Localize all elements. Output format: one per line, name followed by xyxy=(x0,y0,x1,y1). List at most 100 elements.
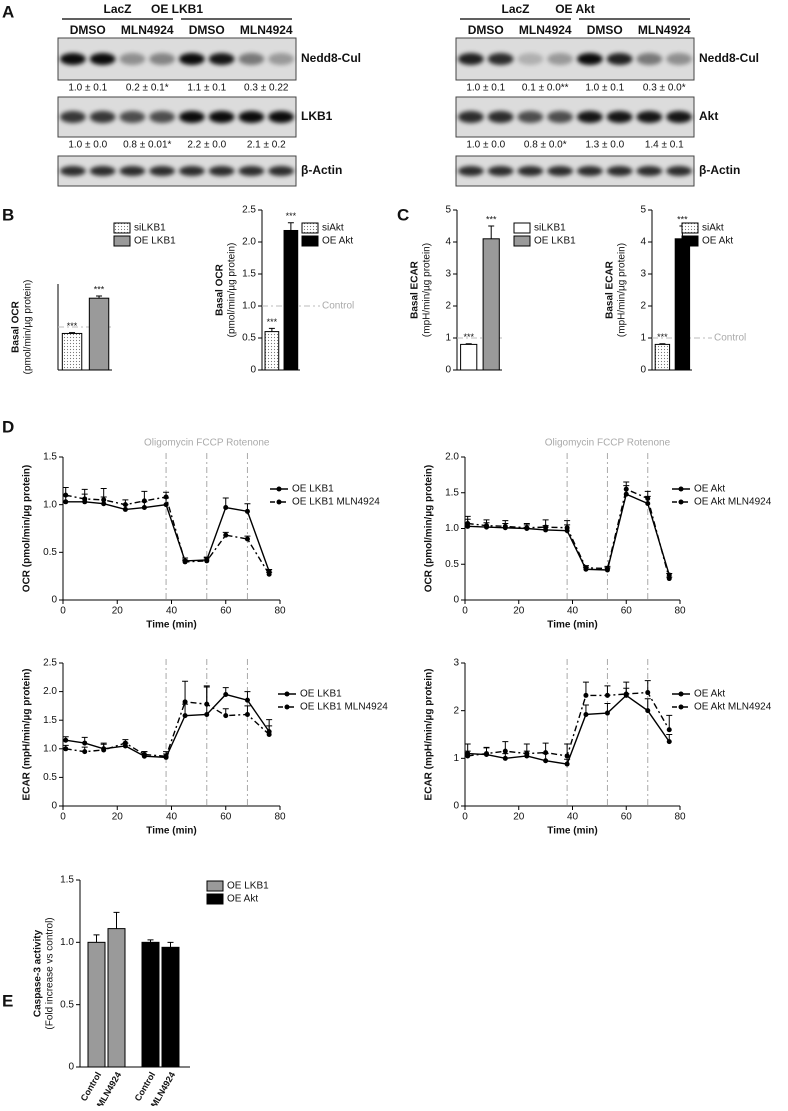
point xyxy=(122,502,128,508)
point xyxy=(244,508,250,514)
lane-label: DMSO xyxy=(468,23,504,37)
point xyxy=(244,711,250,717)
y-tick-label: 2.0 xyxy=(43,686,57,697)
bar xyxy=(141,941,160,1068)
legend-marker xyxy=(284,691,290,697)
row-label: β-Actin xyxy=(699,163,740,177)
blot-band xyxy=(666,166,692,176)
x-tick-label: 80 xyxy=(274,606,286,617)
x-axis-label: Time (min) xyxy=(146,826,196,837)
point xyxy=(645,495,651,501)
quantification: 1.0 ± 0.1 xyxy=(68,83,107,94)
blot-band xyxy=(149,111,175,123)
point xyxy=(204,701,210,707)
y-tick-label: 1.5 xyxy=(60,875,74,886)
legend-swatch xyxy=(681,222,699,234)
blot-band xyxy=(458,53,484,65)
y-tick-label: 2 xyxy=(640,301,646,312)
x-tick-label: 20 xyxy=(513,606,525,617)
panel-letter: A xyxy=(2,2,14,21)
y-tick-label: 1 xyxy=(453,753,459,764)
significance: *** xyxy=(94,284,105,294)
legend-swatch xyxy=(113,235,131,247)
blot-band xyxy=(179,53,205,65)
error-bar xyxy=(147,939,154,943)
x-tick-label: 20 xyxy=(513,812,525,823)
significance: *** xyxy=(677,214,688,224)
blot-band xyxy=(238,111,265,123)
lane-label: MLN4924 xyxy=(519,23,572,37)
blot-band xyxy=(517,166,544,176)
error-bar xyxy=(268,327,275,332)
lane-label: DMSO xyxy=(189,23,225,37)
point xyxy=(543,750,549,756)
error-bar xyxy=(167,941,174,948)
point xyxy=(122,740,128,746)
point xyxy=(543,524,549,530)
blot-band xyxy=(517,111,544,123)
point xyxy=(141,498,147,504)
point xyxy=(204,711,210,717)
y-tick-label: 2.0 xyxy=(242,237,256,248)
group-label: LacZ xyxy=(103,2,131,16)
legend-label: siAkt xyxy=(702,223,724,234)
reference-label: Control xyxy=(714,333,746,344)
y-tick-label: 5 xyxy=(640,205,646,216)
x-tick-label: 40 xyxy=(166,812,178,823)
x-tick-label: 40 xyxy=(166,606,178,617)
point xyxy=(63,746,69,752)
error-bar xyxy=(113,911,120,929)
significance: *** xyxy=(486,214,497,224)
quantification: 1.0 ± 0.1 xyxy=(466,83,505,94)
point xyxy=(502,523,508,529)
blot-band xyxy=(179,111,205,123)
blot-band xyxy=(636,166,663,176)
point xyxy=(101,497,107,503)
blot-band xyxy=(577,111,603,123)
y-tick-label: 4 xyxy=(640,237,646,248)
x-tick-label: 60 xyxy=(621,812,633,823)
quantification: 0.8 ± 0.01* xyxy=(123,140,171,151)
point xyxy=(666,576,672,582)
point xyxy=(604,566,610,572)
bar xyxy=(161,946,180,1068)
y-axis-label: (Fold increase vs control) xyxy=(45,917,56,1029)
x-tick-label: 60 xyxy=(220,606,232,617)
legend-label: OE Akt xyxy=(322,236,353,247)
blot-band xyxy=(547,111,573,123)
x-tick-label: 80 xyxy=(274,812,286,823)
y-tick-label: 1 xyxy=(445,333,451,344)
y-tick-label: 3 xyxy=(445,269,451,280)
bar xyxy=(264,331,280,371)
legend-marker xyxy=(276,486,282,492)
y-axis-label: Basal ECAR xyxy=(605,260,616,319)
bar xyxy=(482,238,500,371)
y-tick-label: 0 xyxy=(453,595,459,606)
point xyxy=(666,727,672,733)
legend-swatch xyxy=(513,222,531,234)
x-tick-label: 60 xyxy=(220,812,232,823)
quantification: 1.0 ± 0.0 xyxy=(466,140,505,151)
panel-letter: E xyxy=(2,991,13,1010)
point xyxy=(266,571,272,577)
bar xyxy=(654,343,671,371)
x-tick-label: 0 xyxy=(60,606,66,617)
legend-swatch xyxy=(113,222,131,234)
panel-letter: C xyxy=(397,205,409,224)
point xyxy=(223,505,229,511)
legend-marker xyxy=(678,486,684,492)
lane-label: DMSO xyxy=(70,23,106,37)
blot-band xyxy=(577,166,603,176)
point xyxy=(465,753,471,759)
point xyxy=(623,691,629,697)
y-tick-label: 1.5 xyxy=(445,487,459,498)
legend-label: OE LKB1 xyxy=(300,689,342,700)
bar xyxy=(61,332,83,371)
quantification: 2.1 ± 0.2 xyxy=(247,140,286,151)
group-label: OE Akt xyxy=(555,2,595,16)
point xyxy=(63,492,69,498)
y-tick-label: 2 xyxy=(445,301,451,312)
point xyxy=(524,525,530,531)
